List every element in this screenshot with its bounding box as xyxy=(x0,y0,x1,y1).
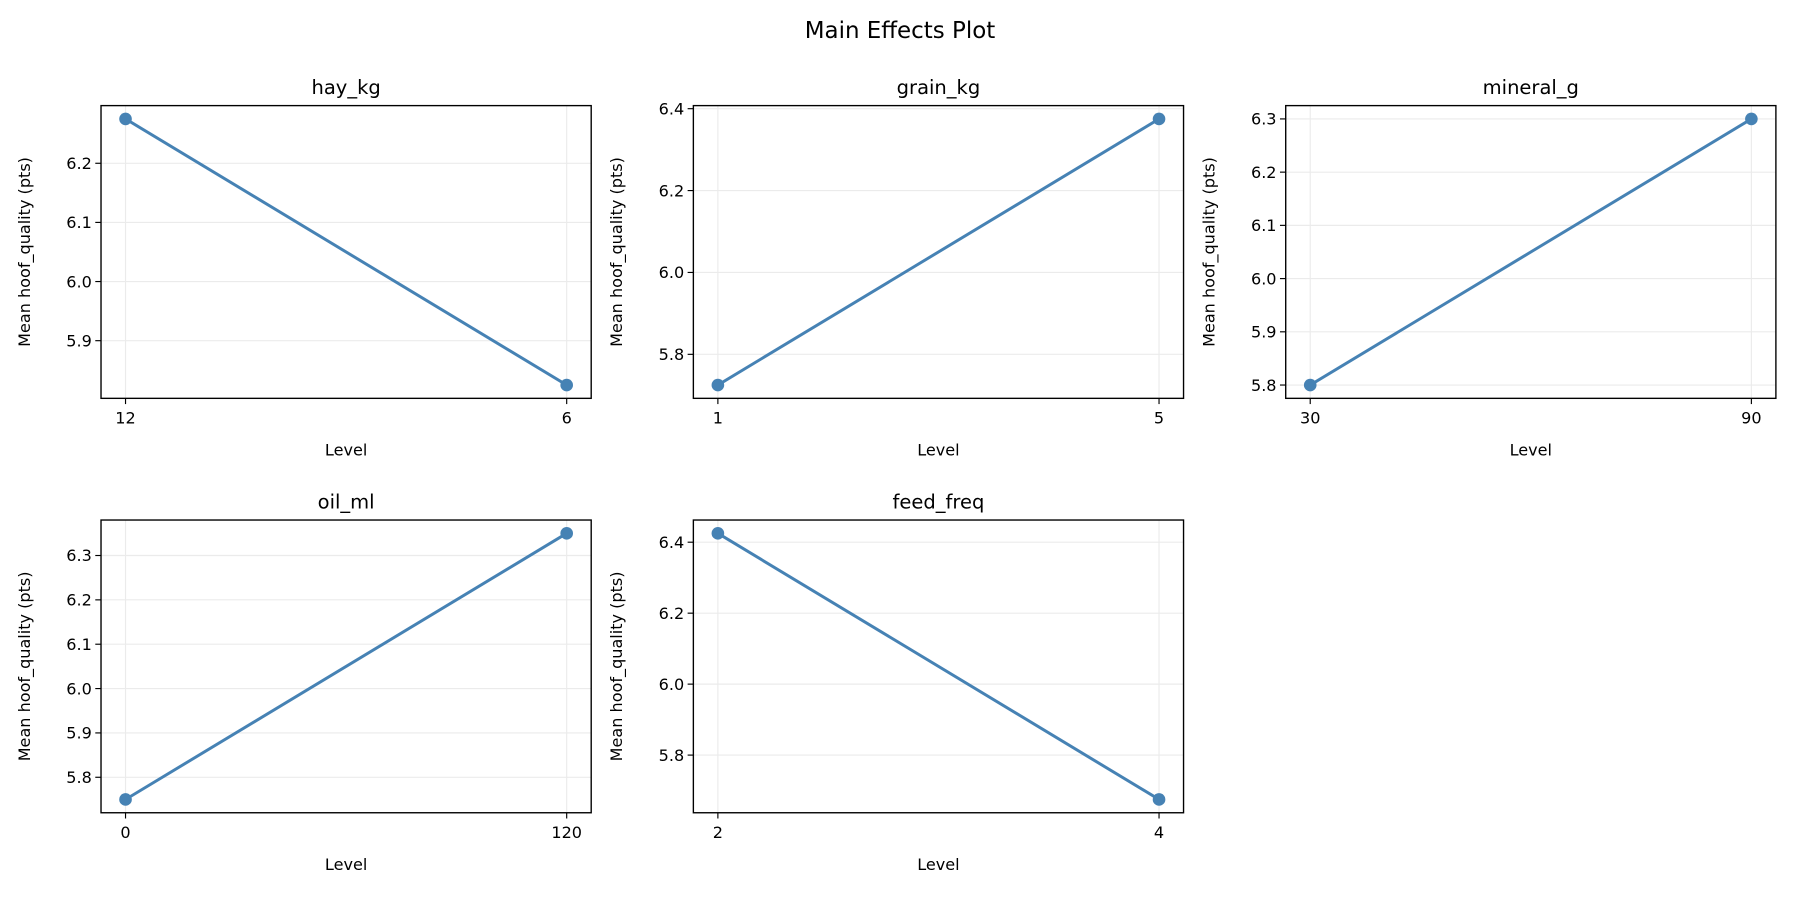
y-tick-label: 5.9 xyxy=(66,724,92,743)
y-tick-label: 6.0 xyxy=(1251,269,1277,288)
axes-frame xyxy=(100,519,592,814)
y-tick-label: 6.0 xyxy=(659,675,685,694)
x-tick-label: 0 xyxy=(120,823,130,842)
y-tick-label: 6.2 xyxy=(66,154,92,173)
subplot-title: mineral_g xyxy=(1483,76,1579,99)
x-axis-label: Level xyxy=(917,855,959,874)
x-tick-label: 30 xyxy=(1300,409,1320,428)
subplot-title: oil_ml xyxy=(318,491,375,514)
subplot-grain_kg: 5.8 6.0 6.2 6.4 1 5 grain_kg Level Mean hoof_qua… xyxy=(607,76,1185,460)
data-point xyxy=(1152,793,1166,806)
data-point xyxy=(119,793,132,806)
x-tick-label: 90 xyxy=(1741,409,1761,428)
x-axis-label: Level xyxy=(917,441,959,460)
y-tick-label: 6.1 xyxy=(1251,216,1277,235)
x-tick-label: 1 xyxy=(713,409,723,428)
y-tick-label: 6.1 xyxy=(66,213,92,232)
subplot-title: hay_kg xyxy=(311,76,380,99)
series-line xyxy=(717,532,1160,801)
data-point xyxy=(119,112,132,126)
x-tick-label: 4 xyxy=(1154,823,1164,842)
series-line xyxy=(717,117,1160,387)
data-point xyxy=(1745,112,1758,126)
data-point xyxy=(1303,378,1317,392)
y-axis-label: Mean hoof_quality (pts) xyxy=(15,157,35,347)
y-tick-label: 6.1 xyxy=(66,635,92,654)
x-tick-label: 12 xyxy=(115,409,135,428)
y-tick-label: 5.8 xyxy=(659,345,685,364)
series-line xyxy=(124,117,568,387)
data-point xyxy=(711,527,725,540)
series-line xyxy=(124,532,568,801)
subplot-title: grain_kg xyxy=(897,76,981,99)
y-tick-label: 6.0 xyxy=(659,263,685,282)
figure-title: Main Effects Plot xyxy=(805,18,996,44)
subplot-hay_kg: 5.9 6.0 6.1 6.2 12 6 hay_kg Level Mean hoof_qual… xyxy=(15,76,592,460)
data-point xyxy=(560,527,574,540)
y-axis-label: Mean hoof_quality (pts) xyxy=(607,571,627,761)
y-tick-label: 6.2 xyxy=(659,181,685,200)
x-axis-label: Level xyxy=(325,441,367,460)
x-tick-label: 6 xyxy=(562,409,572,428)
axes-frame xyxy=(692,104,1185,400)
data-point xyxy=(711,378,725,392)
y-tick-label: 6.2 xyxy=(1251,163,1277,182)
subplot-feed_freq: 5.8 6.0 6.2 6.4 2 4 feed_freq Level Mean hoof_qu… xyxy=(607,491,1185,874)
axes-frame xyxy=(1285,104,1777,400)
y-tick-label: 6.3 xyxy=(1251,110,1277,129)
y-tick-label: 5.9 xyxy=(66,331,92,350)
y-tick-label: 6.4 xyxy=(659,533,685,552)
y-tick-label: 6.0 xyxy=(66,679,92,698)
axes-frame xyxy=(692,519,1185,814)
axes-frame xyxy=(100,104,592,400)
y-axis-label: Mean hoof_quality (pts) xyxy=(15,571,35,761)
subplot-oil_ml: 5.8 5.9 6.0 6.1 6.2 6.3 0 120 oil_ml Level Mean ho… xyxy=(15,491,592,874)
x-tick-label: 2 xyxy=(713,823,723,842)
y-axis-label: Mean hoof_quality (pts) xyxy=(1200,157,1220,347)
y-tick-label: 6.3 xyxy=(66,546,92,565)
data-point xyxy=(560,378,574,392)
y-tick-label: 6.0 xyxy=(66,272,92,291)
x-tick-label: 120 xyxy=(551,823,582,842)
y-tick-label: 5.9 xyxy=(1251,323,1277,342)
y-tick-label: 5.8 xyxy=(66,768,92,787)
x-tick-label: 5 xyxy=(1154,409,1164,428)
y-tick-label: 6.4 xyxy=(659,99,685,118)
y-tick-label: 5.8 xyxy=(659,746,685,765)
y-tick-label: 6.2 xyxy=(66,591,92,610)
x-axis-label: Level xyxy=(1510,441,1552,460)
series-line xyxy=(1309,117,1753,387)
subplot-title: feed_freq xyxy=(893,491,985,514)
y-tick-label: 5.8 xyxy=(1251,376,1277,395)
y-axis-label: Mean hoof_quality (pts) xyxy=(607,157,627,347)
subplot-mineral_g: 5.8 5.9 6.0 6.1 6.2 6.3 30 90 mineral_g Level Mean… xyxy=(1200,76,1777,460)
data-point xyxy=(1152,112,1166,126)
y-tick-label: 6.2 xyxy=(659,604,685,623)
x-axis-label: Level xyxy=(325,855,367,874)
